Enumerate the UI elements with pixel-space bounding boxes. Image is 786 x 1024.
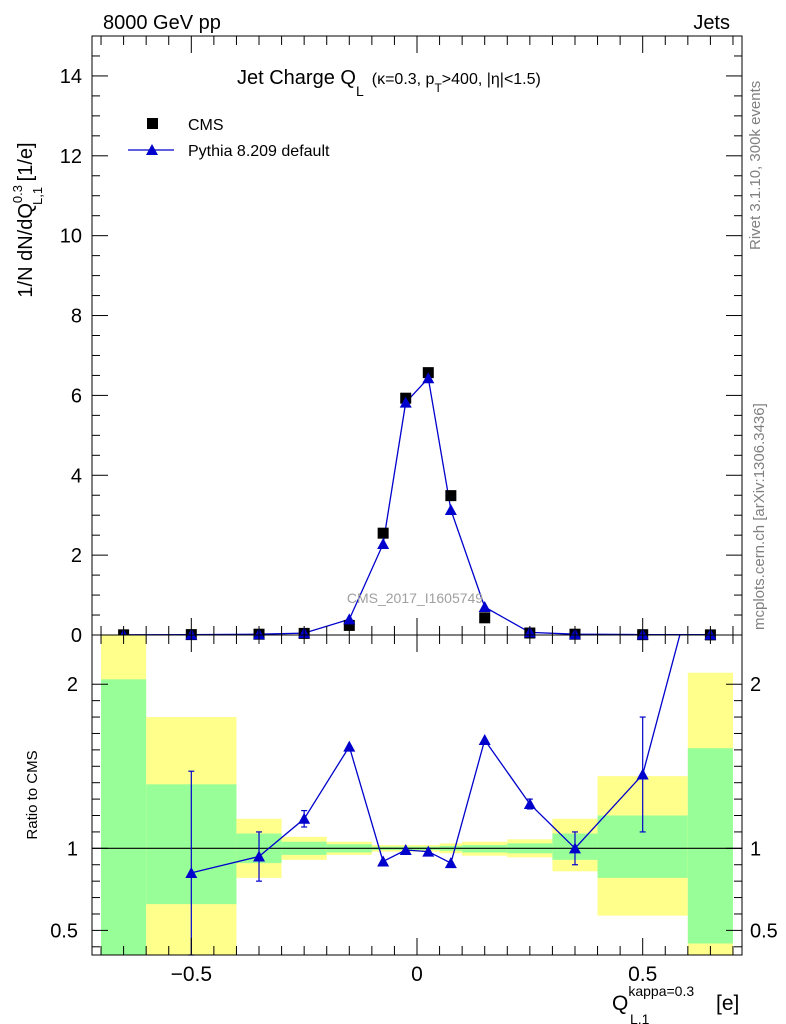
pythia-point xyxy=(399,396,412,408)
main-y-ticks: 0 2 4 6 8 10 12 14 xyxy=(60,35,742,647)
uncertainty-band-inner xyxy=(687,748,733,944)
legend-pythia-label: Pythia 8.209 default xyxy=(188,143,330,160)
pythia-point xyxy=(422,372,435,384)
ratio-x-tick-label: −0.5 xyxy=(171,963,212,986)
watermark: CMS_2017_I1605749 xyxy=(347,590,483,606)
main-y-tick-label: 0 xyxy=(71,625,82,647)
pythia-point xyxy=(444,504,457,516)
ratio-plot-area xyxy=(92,635,742,956)
main-y-tick-label: 2 xyxy=(71,545,82,567)
cms-point xyxy=(377,527,389,539)
legend-pythia-marker xyxy=(146,144,158,155)
x-label-unit: [e] xyxy=(716,992,739,1015)
plot-title-detail: (κ=0.3, p xyxy=(372,71,435,88)
pythia-point xyxy=(478,601,491,613)
legend: CMS Pythia 8.209 default xyxy=(128,117,330,160)
main-y-tick-label: 8 xyxy=(71,306,82,328)
x-label-sup: kappa=0.3 xyxy=(628,983,694,999)
main-y-tick-label: 12 xyxy=(60,146,82,168)
plot-title-main: Jet Charge Q xyxy=(237,67,356,89)
main-y-label-sup: 0.3 xyxy=(10,185,25,203)
main-panel: 0 2 4 6 8 10 12 14 Jet Charge QL (κ=0.3, pT>400,… xyxy=(10,35,743,647)
main-y-tick-label: 14 xyxy=(60,66,82,88)
ratio-y-tick-label: 0.5 xyxy=(50,920,78,942)
ratio-x-axis-label: Qkappa=0.3 L,1 [e] xyxy=(612,983,739,1024)
x-label-sub: L,1 xyxy=(630,1011,650,1024)
main-y-axis-label: 1/N dN/dQ0.3 L,1 [1/e] xyxy=(10,142,45,297)
ratio-point xyxy=(444,857,457,869)
main-y-label-a: 1/N dN/dQ xyxy=(15,203,37,297)
ratio-point xyxy=(568,842,581,854)
pythia-point xyxy=(343,613,356,625)
side-label-top: Rivet 3.1.10, 300k events xyxy=(747,81,764,250)
ratio-y-ticks: 0.5 0.5 1 1 2 2 xyxy=(50,674,778,948)
ratio-point xyxy=(422,845,435,857)
plot-title-sub: L xyxy=(356,83,364,99)
cms-point xyxy=(479,612,491,624)
ratio-x-tick-label: 0.5 xyxy=(628,963,657,986)
ratio-point xyxy=(478,734,491,746)
energy-label: 8000 GeV pp xyxy=(103,12,221,34)
cms-point xyxy=(445,490,457,502)
main-y-label-b: [1/e] xyxy=(15,142,37,186)
process-label: Jets xyxy=(693,12,730,34)
main-y-tick-label: 4 xyxy=(71,465,82,487)
ratio-y-tick-label: 1 xyxy=(67,838,78,860)
ratio-x-tick-label: 0 xyxy=(411,963,423,986)
ratio-panel: 0.5 0.5 1 1 2 2 −0.5 0 0.5 Ratio to CMS Qkappa=… xyxy=(24,634,778,1024)
ratio-y-tick-label-right: 1 xyxy=(750,838,761,860)
main-x-ticks xyxy=(100,36,734,635)
legend-cms-marker xyxy=(147,118,158,129)
ratio-point xyxy=(399,843,412,855)
main-y-tick-label: 10 xyxy=(60,226,82,248)
ratio-y-tick-label-right: 0.5 xyxy=(750,920,778,942)
side-label-bottom: mcplots.cern.ch [arXiv:1306.3436] xyxy=(751,403,768,630)
ratio-point xyxy=(377,855,390,867)
pythia-line xyxy=(123,376,711,636)
ratio-point xyxy=(298,812,311,824)
ratio-point xyxy=(636,768,649,780)
uncertainty-band-inner xyxy=(101,679,147,955)
x-label-main: Q xyxy=(612,992,628,1015)
cms-point xyxy=(343,619,355,631)
main-y-tick-label: 6 xyxy=(71,385,82,407)
ratio-y-axis-label: Ratio to CMS xyxy=(24,750,41,839)
pythia-point xyxy=(377,537,390,549)
ratio-point xyxy=(343,740,356,752)
ratio-y-tick-label-right: 2 xyxy=(750,674,761,696)
plot-title-detail-sub: T xyxy=(434,81,442,95)
ratio-point xyxy=(253,850,266,862)
ratio-y-tick-label: 2 xyxy=(67,674,78,696)
legend-cms-label: CMS xyxy=(188,117,224,134)
main-y-label-sub: L,1 xyxy=(30,187,45,205)
ratio-x-ticks: −0.5 0 0.5 xyxy=(100,635,734,986)
plot-title: Jet Charge QL (κ=0.3, pT>400, |η|<1.5) xyxy=(237,67,541,99)
ratio-point xyxy=(523,798,536,810)
plot-title-detail-rest: >400, |η|<1.5) xyxy=(442,71,541,88)
ratio-point xyxy=(185,866,198,878)
